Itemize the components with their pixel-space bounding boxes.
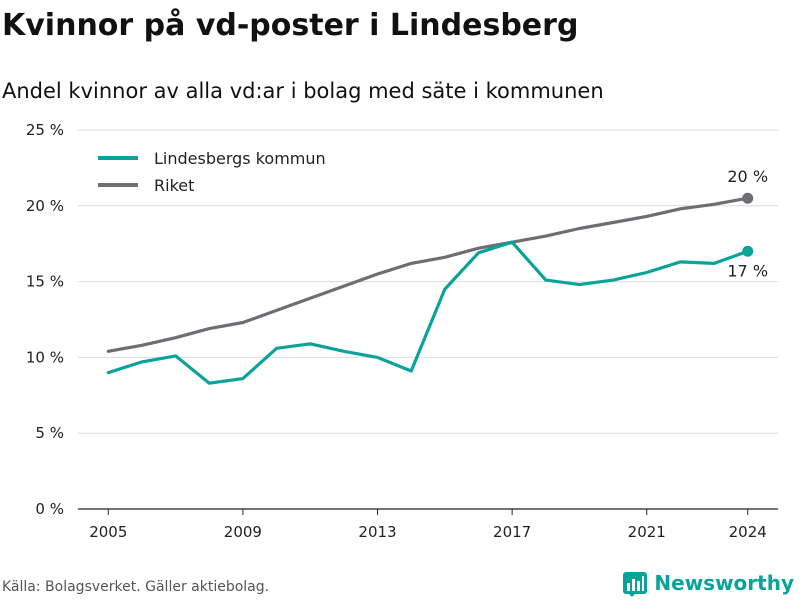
x-tick-label: 2021 (628, 523, 666, 541)
axes: 0 % 5 % 10 % 15 % 20 % 25 % 2005 2009 2013 2017 20… (26, 121, 778, 541)
series-line-riket (106, 196, 750, 353)
gridlines (78, 129, 778, 434)
brand-logo[interactable]: Newsworthy (622, 566, 794, 600)
x-tick-label: 2013 (358, 523, 396, 541)
series-endpoint (742, 245, 754, 257)
series-lines (106, 196, 750, 385)
x-tick-label: 2009 (224, 523, 262, 541)
x-tick-label: 2024 (729, 523, 767, 541)
bar-chart-logo-icon (623, 572, 648, 597)
legend-label: Riket (154, 176, 194, 195)
series-endpoint (742, 192, 754, 204)
x-tick-label: 2017 (493, 523, 531, 541)
y-tick-label: 15 % (26, 273, 64, 291)
legend: Lindesbergs kommun Riket (98, 149, 326, 195)
end-value-label: 17 % (727, 261, 768, 280)
y-tick-label: 0 % (35, 500, 64, 518)
series-line-lindesbergs-kommun (106, 240, 750, 385)
y-tick-label: 25 % (26, 121, 64, 139)
brand-name: Newsworthy (654, 571, 794, 595)
end-labels: 17 % 20 % (727, 167, 768, 280)
x-tick-label: 2005 (89, 523, 127, 541)
legend-label: Lindesbergs kommun (154, 149, 326, 168)
y-tick-label: 5 % (35, 424, 64, 442)
chart-title: Kvinnor på vd-poster i Lindesberg (2, 8, 579, 43)
source-note: Källa: Bolagsverket. Gäller aktiebolag. (2, 579, 270, 595)
end-value-label: 20 % (727, 167, 768, 186)
y-tick-label: 20 % (26, 197, 64, 215)
y-tick-label: 10 % (26, 348, 64, 366)
chart-subtitle: Andel kvinnor av alla vd:ar i bolag med … (2, 79, 604, 103)
